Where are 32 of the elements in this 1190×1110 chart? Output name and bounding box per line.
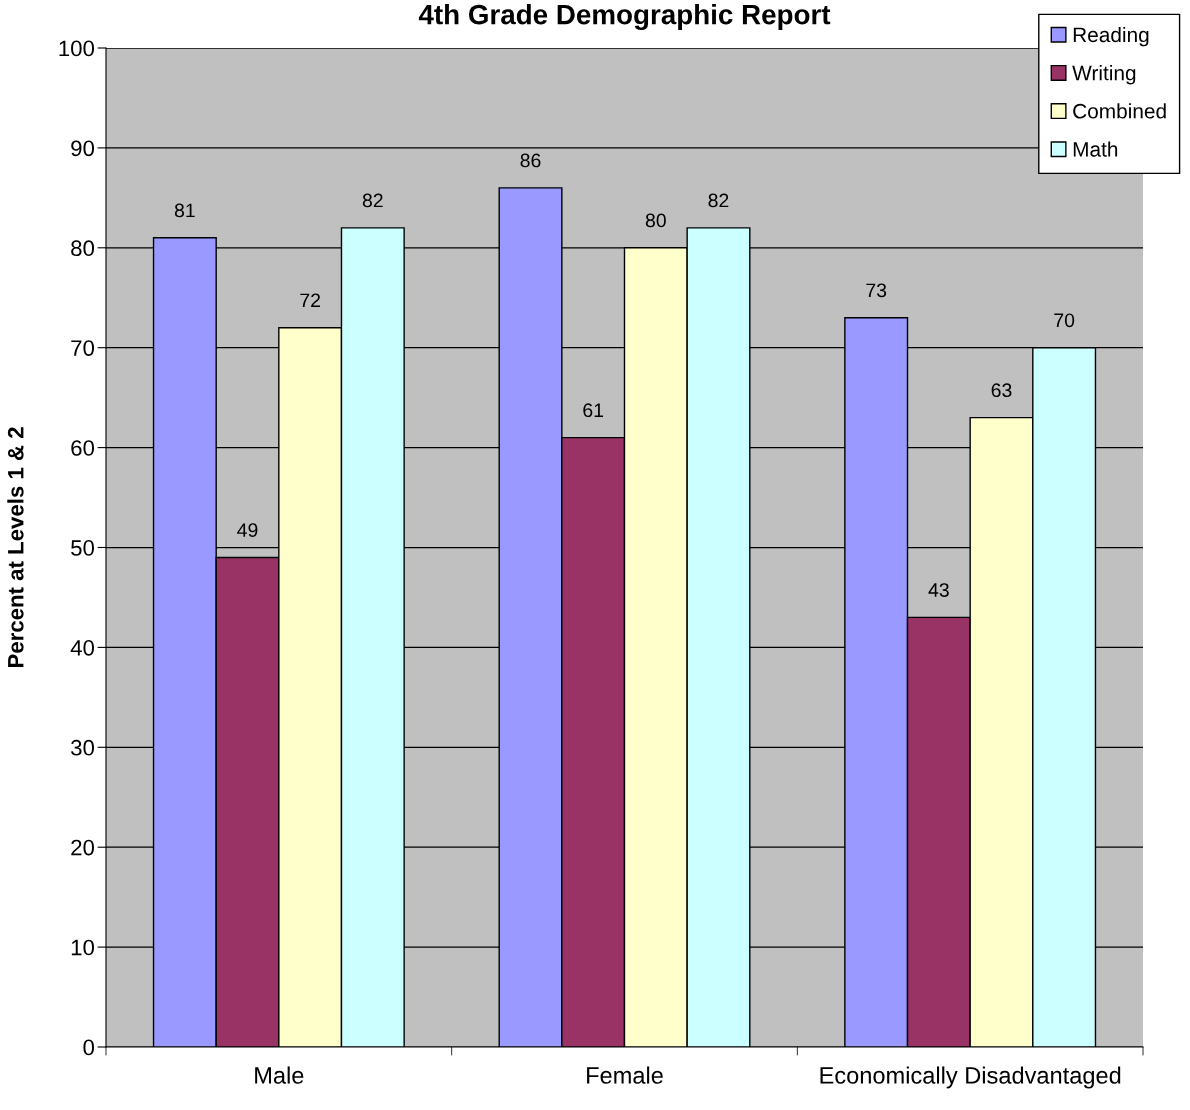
y-axis-title: Percent at Levels 1 & 2	[7, 427, 24, 668]
legend-label: Writing	[1072, 65, 1136, 85]
data-label: 82	[362, 193, 383, 208]
data-label: 70	[1054, 313, 1075, 328]
data-label: 82	[708, 193, 729, 208]
y-tick-label: 90	[71, 140, 95, 157]
y-tick-label: 50	[71, 540, 95, 556]
data-label: 81	[174, 203, 195, 218]
data-label: 61	[583, 403, 604, 418]
legend-label: Math	[1073, 141, 1118, 157]
y-tick-label: 40	[70, 639, 95, 656]
y-tick-label: 0	[83, 1039, 95, 1056]
data-label: 86	[520, 153, 541, 168]
legend-label: Reading	[1073, 26, 1149, 47]
data-label: 80	[645, 213, 666, 228]
x-tick-label: Female	[587, 1066, 663, 1084]
data-label: 49	[237, 523, 258, 537]
x-tick-label: Male	[255, 1066, 304, 1084]
legend-label: Combined	[1073, 103, 1166, 119]
y-tick-label: 30	[71, 739, 95, 756]
y-tick-label: 60	[71, 440, 95, 456]
y-tick-label: 70	[71, 340, 95, 356]
x-tick-label: Economically Disadvantaged	[820, 1066, 1121, 1089]
y-tick-label: 100	[59, 40, 95, 57]
y-tick-label: 10	[71, 939, 95, 956]
data-label: 72	[300, 293, 320, 308]
data-label: 73	[866, 283, 887, 298]
data-label: 43	[928, 583, 949, 597]
data-label: 63	[991, 383, 1012, 398]
y-tick-label: 80	[71, 240, 95, 257]
y-tick-label: 20	[71, 839, 95, 856]
chart-title: 4th Grade Demographic Report	[418, 4, 831, 31]
